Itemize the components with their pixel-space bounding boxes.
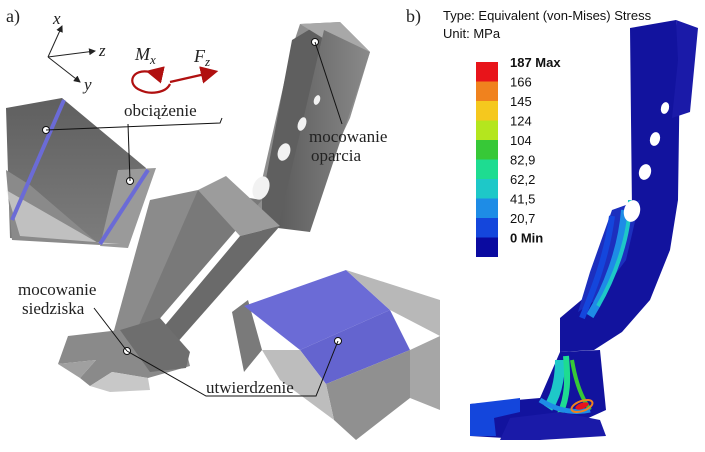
mount-hole-3 bbox=[277, 143, 291, 161]
load-annotation: obciążenie bbox=[124, 101, 197, 120]
load-leader-line bbox=[45, 117, 223, 131]
x-axis-arrow bbox=[47, 25, 63, 58]
legend-swatch bbox=[476, 62, 498, 82]
y-axis-arrow bbox=[47, 56, 81, 83]
panel-a: a) x z y Mx Fz obciążenie bbox=[4, 6, 440, 440]
mount-hole-1 bbox=[313, 95, 321, 105]
legend-swatch bbox=[476, 237, 498, 257]
stress-hole-1 bbox=[660, 102, 670, 114]
stress-hole-4 bbox=[623, 200, 641, 222]
z-axis-label: z bbox=[98, 41, 106, 60]
panel-b: b) Type: Equivalent (von-Mises) Stress U… bbox=[406, 6, 698, 440]
mount-hole-2 bbox=[297, 117, 307, 131]
legend-swatch bbox=[476, 120, 498, 140]
backrest-mount-label-line2: oparcia bbox=[311, 146, 361, 165]
mount-hole-4 bbox=[252, 176, 270, 200]
unit-label: Unit: MPa bbox=[443, 26, 501, 41]
stress-legend: 187 Max 166 145 124 104 82,9 62,2 41,5 20,7 0 Min bbox=[476, 55, 561, 257]
stress-hole-3 bbox=[638, 164, 652, 180]
stress-hole-2 bbox=[649, 132, 661, 146]
panel-a-label: a) bbox=[6, 6, 20, 27]
y-axis-label: y bbox=[82, 75, 92, 94]
legend-label: 41,5 bbox=[510, 192, 535, 207]
fixation-inset bbox=[230, 268, 440, 440]
legend-label: 20,7 bbox=[510, 211, 535, 226]
force-label: Fz bbox=[193, 46, 210, 69]
legend-label: 145 bbox=[510, 94, 532, 109]
coordinate-axes bbox=[47, 25, 96, 83]
force-arrow-icon bbox=[169, 66, 219, 84]
result-type-title: Type: Equivalent (von-Mises) Stress bbox=[443, 8, 652, 23]
max-stress-spot bbox=[575, 402, 589, 410]
load-inset bbox=[4, 96, 158, 252]
legend-swatch bbox=[476, 159, 498, 179]
legend-label: 82,9 bbox=[510, 153, 535, 168]
legend-swatch bbox=[476, 140, 498, 160]
legend-swatch bbox=[476, 198, 498, 218]
moment-arrow-icon bbox=[131, 66, 172, 94]
fixation-label: utwierdzenie bbox=[206, 378, 294, 397]
backrest-leader-line bbox=[314, 41, 343, 125]
fixation-leader-line bbox=[126, 340, 339, 397]
seat-bracket bbox=[58, 22, 370, 392]
z-axis-arrow bbox=[47, 48, 96, 58]
seat-mount-label-line2: siedziska bbox=[22, 299, 85, 318]
legend-label: 0 Min bbox=[510, 231, 543, 246]
moment-label: Mx bbox=[134, 44, 156, 67]
panel-b-label: b) bbox=[406, 6, 421, 27]
seat-mount-label-line1: mocowanie bbox=[18, 280, 96, 299]
legend-label: 166 bbox=[510, 75, 532, 90]
legend-label: 124 bbox=[510, 114, 532, 129]
seat-mount-leader-line bbox=[93, 307, 128, 352]
legend-swatch bbox=[476, 218, 498, 238]
legend-label: 187 Max bbox=[510, 55, 561, 70]
legend-swatch bbox=[476, 179, 498, 199]
legend-label: 62,2 bbox=[510, 172, 535, 187]
legend-swatch bbox=[476, 81, 498, 101]
backrest-mount-label-line1: mocowanie bbox=[309, 127, 387, 146]
legend-label: 104 bbox=[510, 133, 532, 148]
x-axis-label: x bbox=[52, 9, 61, 28]
legend-swatch bbox=[476, 101, 498, 121]
load-leader-line-2 bbox=[127, 123, 131, 182]
stress-contour-bracket bbox=[470, 20, 698, 440]
